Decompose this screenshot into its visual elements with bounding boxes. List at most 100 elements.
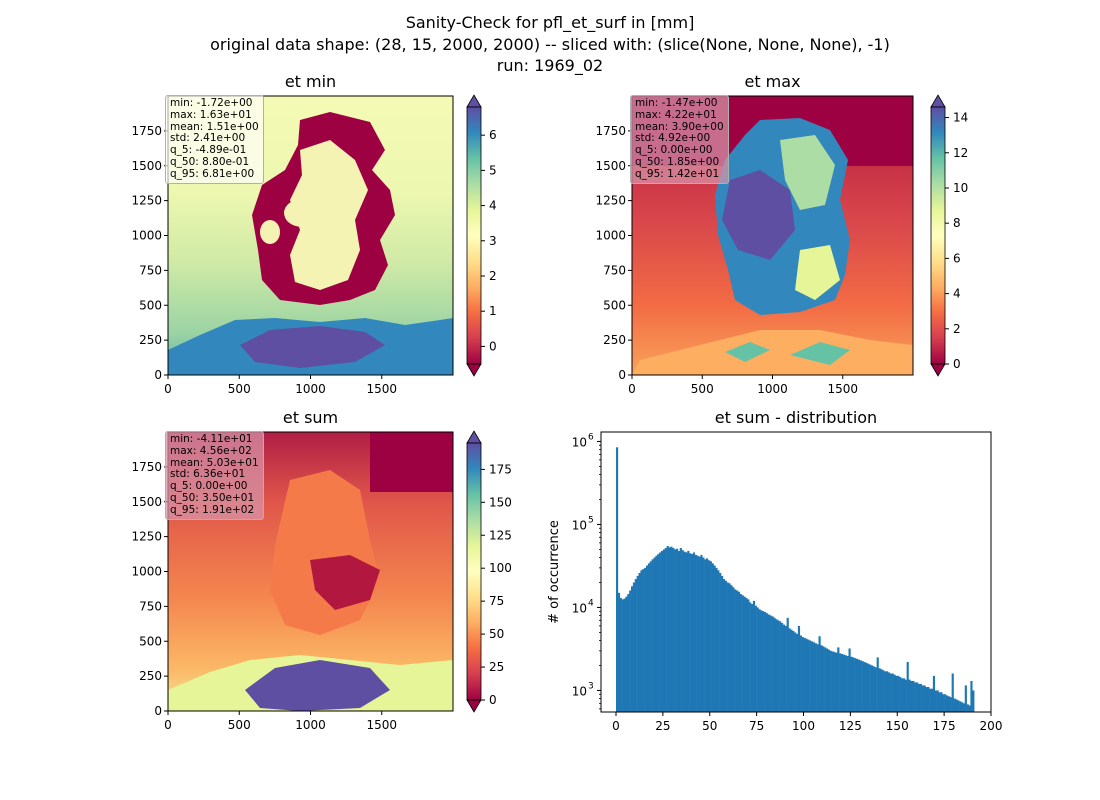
et-sum-axis-ticks: 0 500 1000 1500 0 250 500 750 1000 1250 1500 1750 0 2… [131,460,511,732]
histogram-bar [829,650,832,712]
histogram-bar [927,687,930,712]
histogram-bar [961,702,964,712]
stat-line: max: 1.63e+01 [170,108,252,121]
x-tick-label: 500 [228,382,251,396]
histogram-bar [839,653,842,712]
panel-title-et-max: et max [744,72,801,91]
histogram-bar [959,701,962,712]
histogram-bar [668,547,671,712]
histogram-bar [631,586,634,712]
histogram-bar [953,698,956,712]
histogram-bar [724,580,727,712]
histogram-bar [904,679,907,712]
stat-line: q_5: 0.00e+00 [635,144,713,157]
histogram-bar [921,685,924,712]
histogram-bar [636,575,639,712]
y-tick-label: 500 [139,298,162,312]
y-tick-label: 10 [572,684,587,698]
histogram-bar [698,556,701,712]
histogram-bar [726,582,729,712]
stat-line: q_95: 1.91e+02 [170,503,255,516]
histogram-bar [820,645,823,712]
histogram-bar [664,548,667,712]
stat-line: min: -1.72e+00 [170,97,253,109]
panel-title-et-min: et min [284,72,337,91]
histogram-bar [711,563,714,712]
histogram-bar [841,653,844,712]
histogram-bar [871,665,874,712]
stat-line: std: 6.36e+01 [170,468,246,481]
histogram-bar [758,609,761,712]
histogram-bar [837,647,840,712]
histogram-bar [743,596,746,712]
histogram-bar [865,662,868,712]
y-tick-label: 500 [139,634,162,648]
histogram-bar [676,548,679,712]
histogram-bar [730,585,733,712]
histogram-bar [749,602,752,712]
histogram-bars [616,447,975,712]
histogram-bar [706,558,709,712]
histogram-bar [775,619,778,712]
histogram-bar [681,550,684,712]
histogram-bar [632,582,636,712]
histogram-bar [621,599,624,712]
histogram-bar [878,668,881,712]
histogram-bar [617,592,621,712]
histogram-bar [713,565,716,712]
colorbar-tick-label: 150 [489,495,512,509]
histogram-bar [766,613,769,712]
colorbar-tick-label: 8 [953,216,961,230]
histogram-bar [736,590,739,712]
histogram-bar [931,688,934,712]
y-tick-label: 1750 [595,124,626,138]
histogram-bar [874,667,877,712]
colorbar-tick-label: 2 [953,322,961,336]
y-tick-label: 0 [154,368,162,382]
histogram-bar [754,605,757,712]
histogram-bar [649,561,652,712]
histogram-bar [647,563,651,712]
histogram-bar [818,636,821,712]
histogram-bar [848,648,851,712]
histogram-bar [906,662,909,712]
stat-line: std: 4.92e+00 [635,132,711,145]
y-tick-label: 10 [572,518,587,532]
histogram-bar [910,680,913,712]
histogram-bar [734,589,737,712]
histogram-bar [831,651,834,712]
histogram-bar [623,598,626,712]
x-tick-label: 75 [749,719,764,733]
colorbar-tick-label: 12 [953,146,968,160]
histogram-bar [683,551,686,712]
x-tick-label: 1000 [295,718,326,732]
histogram-bar [876,657,879,712]
histogram-bar [801,637,804,712]
histogram-bar [616,447,619,712]
histogram-bar [863,662,866,712]
histogram-bar [854,658,857,712]
colorbar-tick-label: 50 [489,627,504,641]
stat-line: min: -1.47e+00 [635,97,718,109]
histogram-bar [666,546,669,712]
histogram-bar [679,548,682,712]
stat-line: q_50: 1.85e+00 [635,155,720,168]
histogram-bar [962,703,966,712]
histogram-bar [674,549,677,712]
histogram-bar [966,704,969,712]
histogram-bar [790,629,793,712]
histogram-bar [732,587,735,712]
x-tick-label: 1000 [295,382,326,396]
histogram-bar [661,550,664,712]
stat-line: q_95: 1.42e+01 [635,167,720,180]
x-tick-label: 500 [228,718,251,732]
histogram-bar [764,612,767,712]
histogram-bar [745,598,748,712]
histogram-bar [901,678,904,712]
histogram-bar [692,552,696,712]
histogram-bar [923,685,926,712]
histogram-bar [938,692,941,712]
y-tick-label: 0 [618,368,626,382]
histogram-bar [691,554,694,712]
histogram-bar [651,559,654,712]
